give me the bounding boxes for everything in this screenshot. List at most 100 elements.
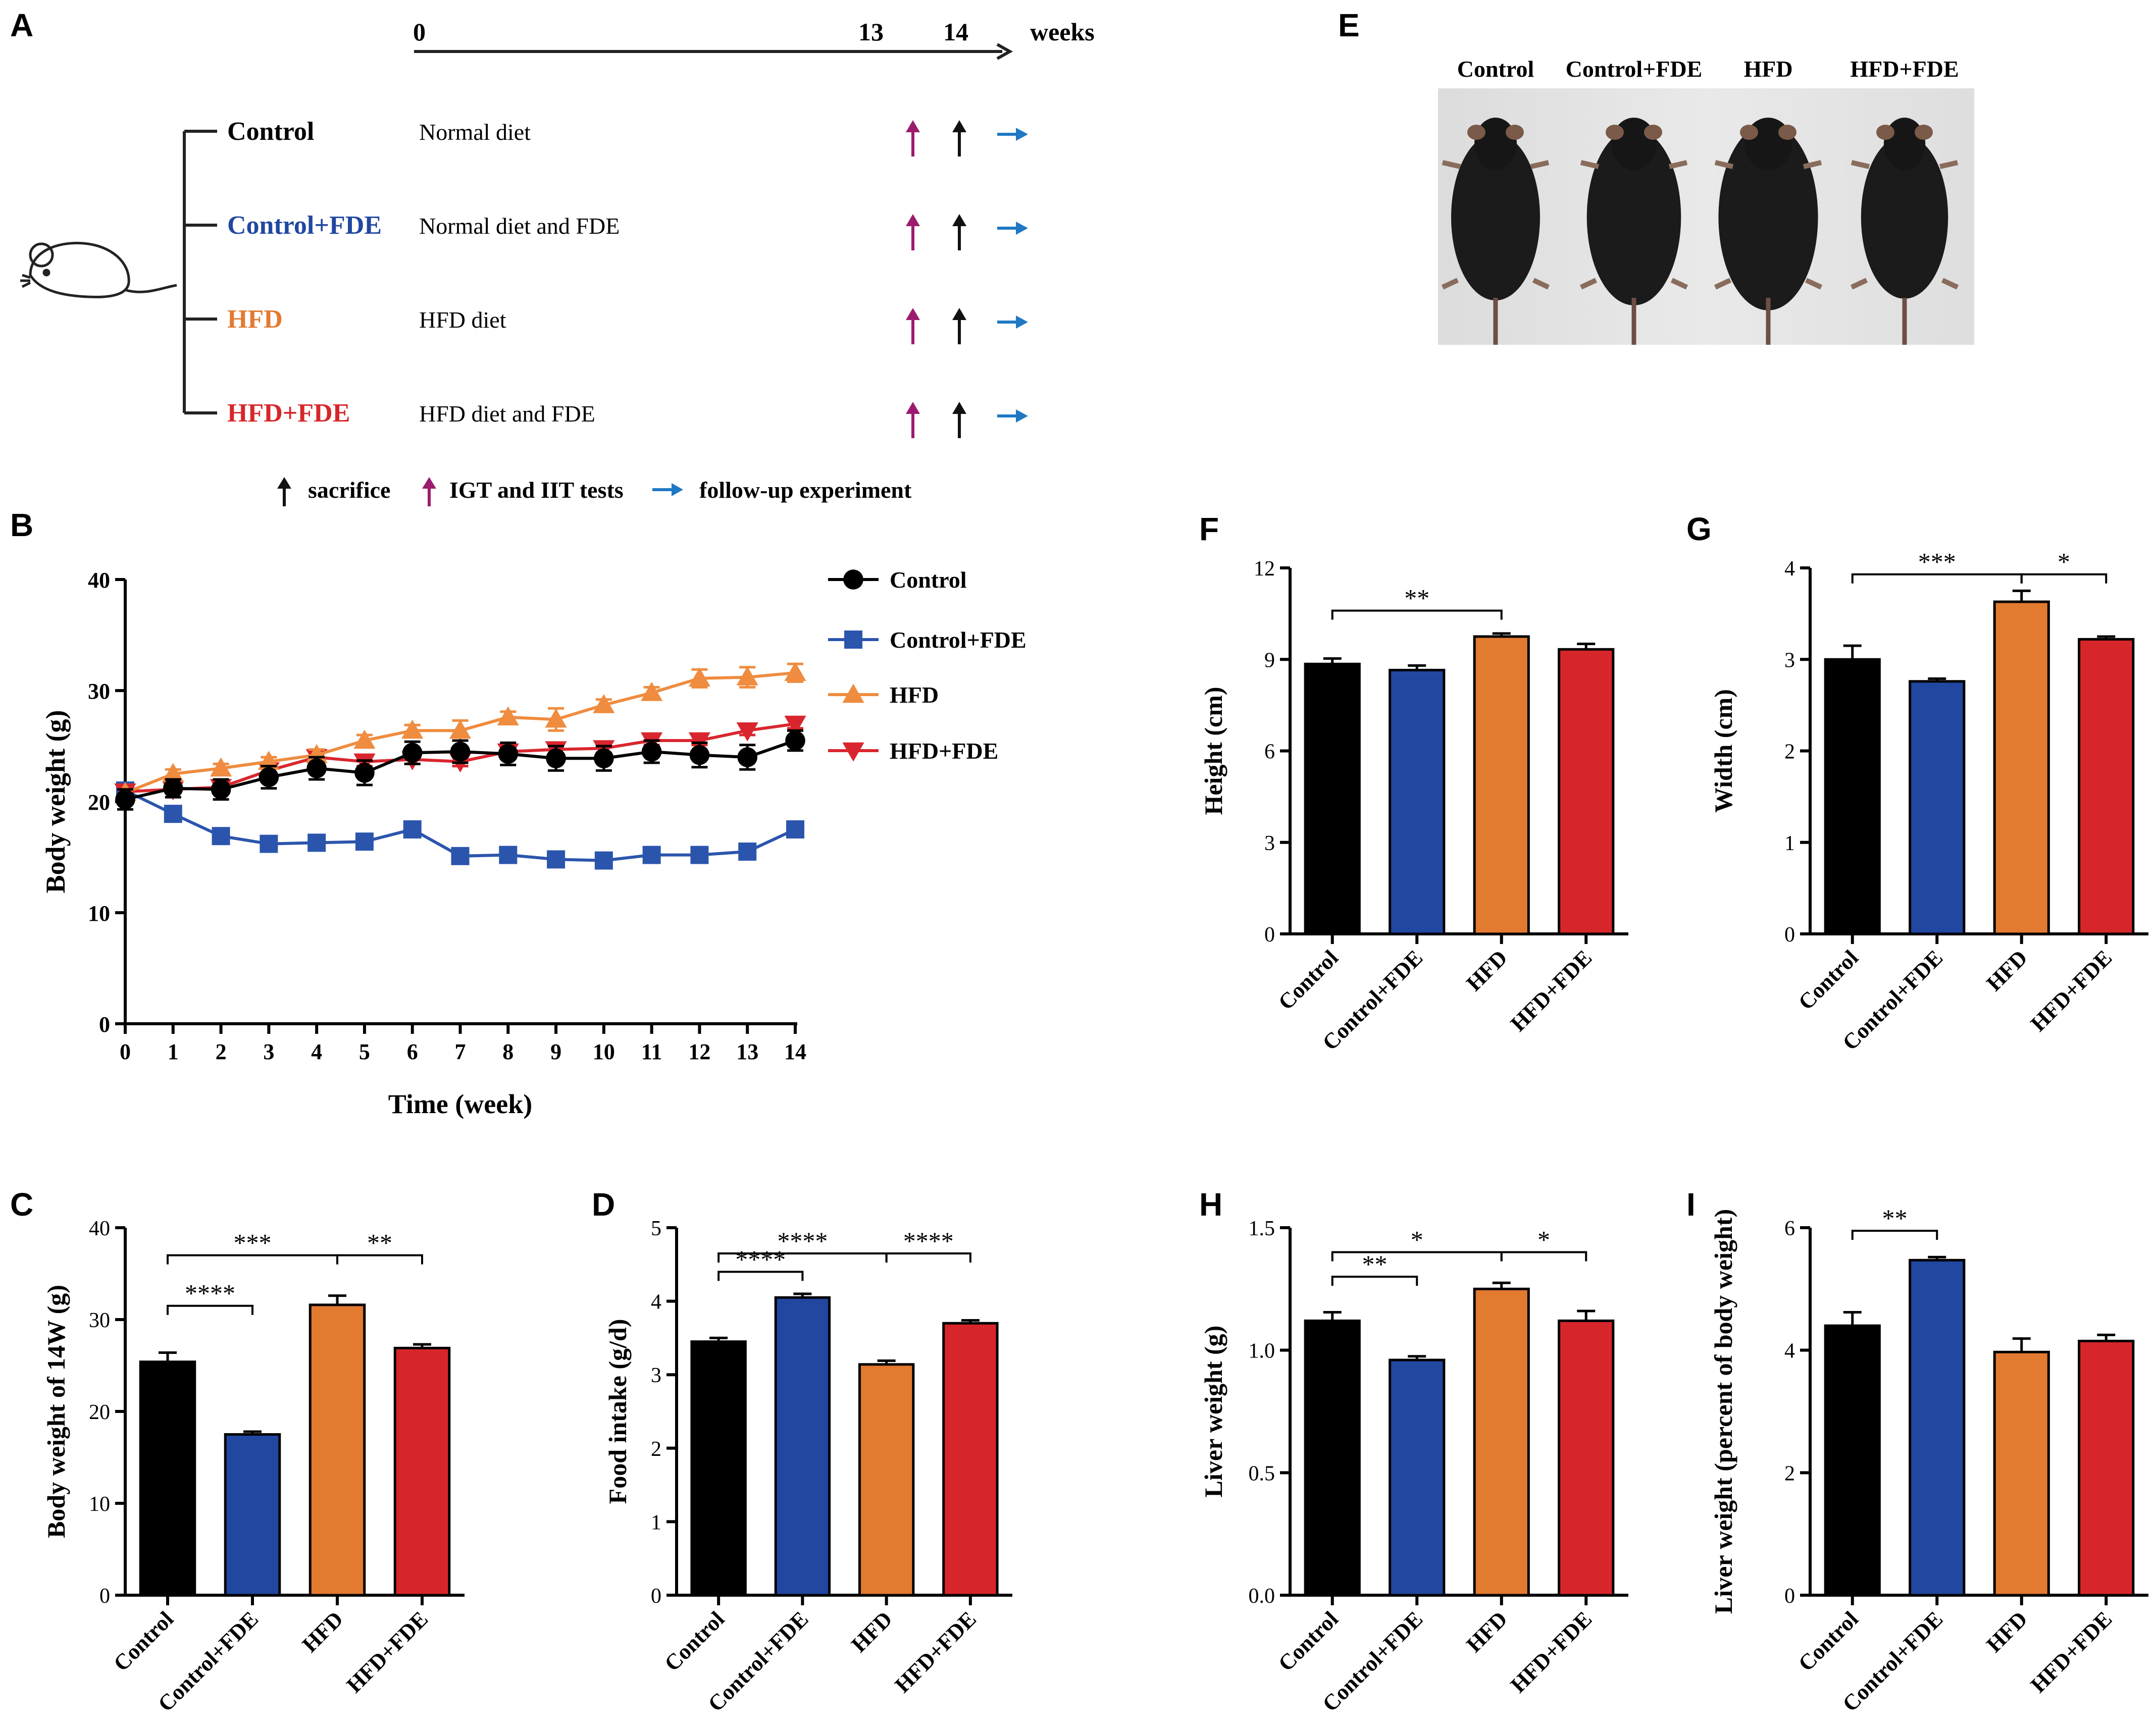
sacrifice-up-arrow-icon: [952, 308, 966, 344]
x-tick-label: Control: [1793, 1606, 1863, 1676]
legend-follow-up: follow-up experiment: [699, 477, 912, 503]
series-hfd: [114, 662, 806, 801]
legend-item-hfd: HFD: [828, 682, 939, 708]
mouse-photo-2: [1579, 118, 1688, 345]
mouse-paws: [1441, 160, 1550, 290]
y-tick-label: 10: [89, 1493, 110, 1516]
data-point: [784, 662, 806, 681]
x-tick-label: 13: [736, 1039, 758, 1064]
significance-bracket: **: [336, 1229, 423, 1265]
y-tick-label: 0: [651, 1585, 661, 1608]
photo-label-hfd-fde: HFD+FDE: [1850, 56, 1959, 82]
data-point: [449, 719, 472, 739]
bar-hfd-fde: [942, 1322, 999, 1597]
bar-hfd: [1473, 635, 1530, 935]
x-tick-label: 10: [593, 1039, 615, 1064]
y-tick-label: 6: [1784, 1217, 1795, 1240]
significance-bracket: ****: [717, 1245, 804, 1281]
y-tick-label: 1: [1784, 832, 1795, 855]
group-diet-control-fde: Normal diet and FDE: [419, 213, 620, 239]
arrow-head: [906, 120, 920, 132]
bar-control: [1824, 1324, 1881, 1597]
mouse-head: [1883, 118, 1926, 170]
follow-up-arrow-icon: [652, 483, 683, 496]
x-tick-label: 9: [550, 1039, 561, 1064]
data-point: [499, 846, 518, 864]
data-point: [738, 843, 757, 861]
significance-label: ****: [777, 1227, 828, 1255]
x-tick-label: 3: [263, 1039, 274, 1064]
arrow-head: [1016, 409, 1028, 423]
panel-a-timeline: A 0 13 14 weeks Control Normal dietContro…: [10, 7, 1095, 506]
data-point: [642, 846, 661, 864]
mouse-icon: [20, 242, 177, 298]
mouse-ear-left: [1876, 125, 1894, 140]
y-tick-label: 4: [651, 1291, 661, 1314]
significance-bracket: **: [1851, 1204, 1938, 1240]
follow-up-right-arrow-icon: [997, 222, 1028, 235]
arrow-head: [906, 308, 920, 320]
bar-control-fde: [1389, 668, 1446, 935]
group-diet-hfd-fde: HFD diet and FDE: [419, 401, 595, 427]
data-point: [450, 742, 471, 762]
x-tick-label: HFD: [1981, 945, 2032, 995]
data-point: [688, 667, 711, 687]
mouse-photo-1: [1441, 118, 1550, 345]
y-axis-title: Food intake (g/d): [603, 1319, 632, 1504]
chart-i-liver-percent: I 0 2 4 6 Liver weight (percent of body weigh…: [1686, 1186, 2148, 1716]
data-point: [354, 763, 375, 783]
timeline-tick-13: 13: [858, 18, 884, 46]
panel-label-e: E: [1338, 7, 1360, 43]
bracket-line: [717, 1271, 804, 1281]
significance-bracket: **: [1331, 584, 1503, 620]
photo-label-control: Control: [1457, 56, 1534, 82]
data-point: [736, 666, 758, 686]
significance-label: ****: [185, 1279, 235, 1307]
mouse-body: [1718, 124, 1818, 310]
x-tick-label: 6: [407, 1039, 418, 1064]
bar-hfd-fde: [1558, 1319, 1615, 1597]
data-point: [784, 715, 806, 735]
panel-label-i: I: [1686, 1186, 1696, 1223]
y-tick-label: 1: [651, 1511, 661, 1534]
x-tick-label: HFD+FDE: [2026, 945, 2117, 1036]
data-point: [737, 747, 758, 767]
data-point: [162, 763, 184, 782]
mouse-ear-left: [1467, 125, 1485, 140]
igt-up-arrow-icon: [906, 120, 920, 156]
group-tree-bracket: [183, 130, 217, 414]
y-tick-label: 3: [651, 1364, 661, 1387]
significance-label: ****: [903, 1227, 954, 1255]
x-tick-label: 7: [455, 1039, 466, 1064]
follow-up-right-arrow-icon: [997, 128, 1028, 141]
data-point: [689, 745, 710, 765]
data-point: [546, 748, 566, 768]
x-tick-label: HFD: [1981, 1606, 2032, 1657]
data-point: [736, 722, 758, 742]
y-tick-label: 0: [1264, 923, 1275, 947]
panel-label-a: A: [10, 7, 33, 43]
significance-bracket: *: [2020, 548, 2108, 584]
mouse-ear-right: [1644, 125, 1662, 140]
x-tick-label: HFD+FDE: [890, 1606, 981, 1697]
legend-item-control-fde: Control+FDE: [828, 627, 1026, 653]
y-tick-label: 2: [1784, 1462, 1795, 1485]
mouse-ear-right: [1778, 125, 1796, 140]
bracket-line: [885, 1252, 971, 1263]
panel-label-b: B: [10, 507, 33, 543]
timeline-tick-0: 0: [413, 18, 426, 46]
arrow-head: [952, 402, 966, 414]
data-point: [785, 730, 805, 751]
follow-up-right-arrow-icon: [997, 316, 1028, 329]
data-point: [593, 694, 615, 713]
group-diet-control: Normal diet: [419, 119, 531, 145]
x-tick-label: HFD+FDE: [2026, 1606, 2117, 1697]
timeline-legend: sacrifice IGT and IIT tests follow-up ex…: [277, 477, 912, 506]
y-tick-label: 3: [1784, 649, 1795, 672]
bar-control-fde: [1909, 1258, 1966, 1597]
y-axis-title: Liver weight (g): [1199, 1326, 1227, 1498]
y-tick-label: 2: [1784, 741, 1795, 764]
x-tick-label: HFD: [1461, 945, 1512, 995]
bracket-line: [1500, 1251, 1587, 1262]
